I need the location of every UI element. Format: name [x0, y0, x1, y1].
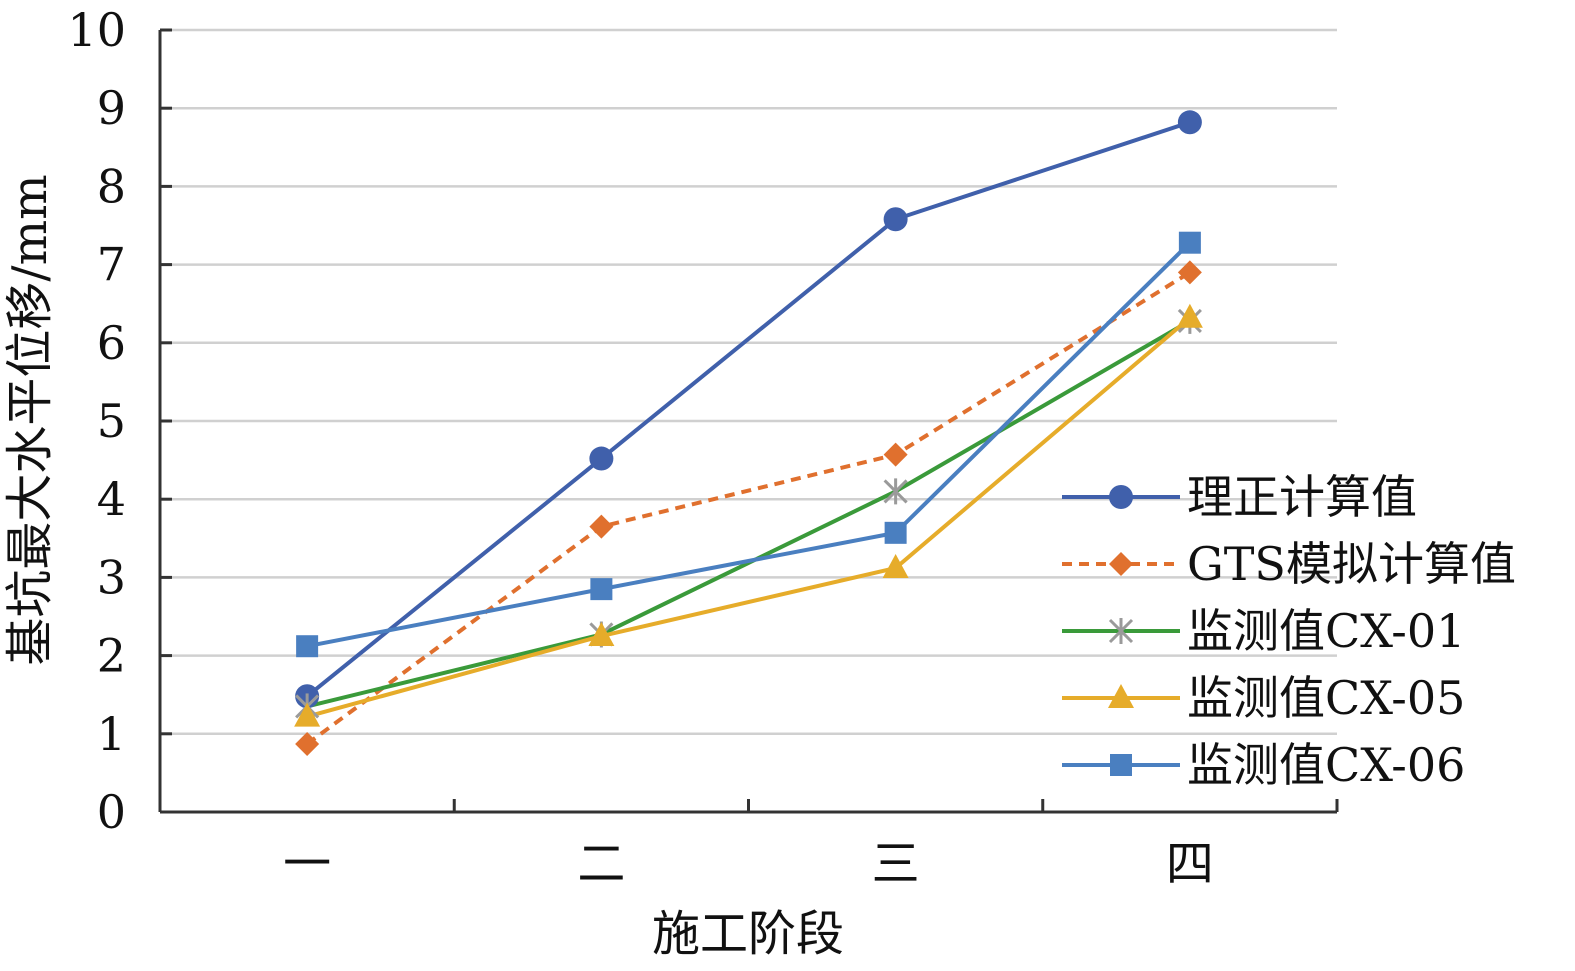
- y-tick-label: 9: [97, 81, 126, 135]
- data-point: [296, 635, 319, 658]
- y-tick-label: 8: [97, 159, 126, 213]
- y-tick-label: 3: [97, 550, 126, 604]
- series-line: [305, 120, 1191, 698]
- data-point: [883, 442, 908, 467]
- data-point: [882, 554, 909, 579]
- legend-label: 监测值CX-01: [1187, 604, 1465, 658]
- data-point: [588, 622, 615, 647]
- y-tick-label: 1: [97, 707, 126, 761]
- x-category-label: 三: [872, 836, 920, 892]
- series-group: [294, 110, 1203, 756]
- legend-item: 理正计算值: [1062, 470, 1417, 524]
- data-point: [1178, 231, 1201, 254]
- legend-item: GTS模拟计算值: [1062, 537, 1516, 591]
- legend-marker: [1108, 684, 1134, 708]
- legend-item: 监测值CX-05: [1062, 671, 1465, 725]
- y-tick-label: 7: [97, 238, 126, 292]
- x-axis-title: 施工阶段: [652, 906, 844, 962]
- gridlines: [160, 28, 1337, 736]
- y-tick-labels: 0 1 2 3 4 5 6 7 8 9 10: [67, 3, 126, 839]
- legend-label: 理正计算值: [1187, 470, 1417, 524]
- y-tick-label: 4: [97, 472, 126, 526]
- series-line: [306, 316, 1192, 719]
- x-category-label: 二: [577, 836, 625, 892]
- data-point: [884, 521, 907, 544]
- y-tick-label: 6: [97, 316, 126, 370]
- series-line: [306, 241, 1192, 649]
- x-category-labels: 一二三四: [283, 836, 1214, 892]
- y-tick-label: 5: [97, 394, 126, 448]
- axes: [158, 28, 1339, 814]
- data-point: [589, 514, 614, 539]
- data-point: [294, 702, 321, 727]
- y-tick-label: 10: [67, 3, 126, 57]
- data-point: [883, 478, 908, 505]
- legend-marker: [1109, 485, 1133, 509]
- data-point: [883, 207, 908, 232]
- x-category-label: 四: [1166, 836, 1214, 892]
- y-tick-label: 0: [97, 785, 126, 839]
- legend-label: 监测值CX-06: [1187, 738, 1465, 792]
- data-point: [1177, 260, 1202, 285]
- legend-label: GTS模拟计算值: [1187, 537, 1516, 591]
- y-axis-title: 基坑最大水平位移/mm: [2, 174, 58, 665]
- legend-item: 监测值CX-01: [1062, 604, 1465, 658]
- series-line: [306, 319, 1191, 709]
- data-point: [589, 446, 614, 471]
- data-point: [590, 578, 613, 601]
- legend-marker: [1108, 618, 1134, 644]
- series-line: [305, 270, 1191, 746]
- legend-marker: [1110, 754, 1132, 776]
- data-point: [1177, 110, 1202, 135]
- legend-marker: [1109, 552, 1133, 576]
- y-tick-label: 2: [97, 629, 126, 683]
- data-point: [1176, 303, 1203, 328]
- legend-item: 监测值CX-06: [1062, 738, 1465, 792]
- data-point: [295, 731, 320, 756]
- x-category-label: 一: [283, 836, 331, 892]
- legend-label: 监测值CX-05: [1187, 671, 1465, 725]
